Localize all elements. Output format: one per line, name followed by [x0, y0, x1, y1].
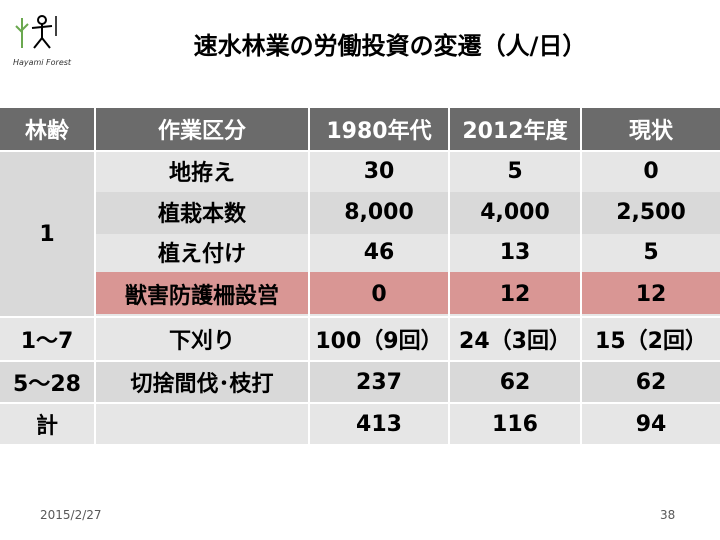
value-1980s: 100（9回）: [315, 329, 443, 354]
task-cell: 獣害防護柵設営: [124, 284, 279, 309]
table-header-band: [0, 108, 720, 150]
col-sep-2: [308, 108, 310, 444]
task-cell: 植え付け: [157, 242, 246, 267]
value-now: 94: [635, 411, 667, 437]
value-1980s: 30: [363, 158, 395, 184]
age-group-total: 計: [35, 414, 58, 439]
task-cell: 下刈り: [168, 329, 235, 354]
task-cell: 切捨間伐･枝打: [130, 372, 274, 397]
header-1980s: 1980年代: [326, 119, 432, 144]
row-sep-0: [0, 150, 720, 152]
value-2012: 116: [492, 411, 538, 437]
value-now: 0: [643, 158, 659, 184]
page-title: 速水林業の労働投資の変遷（人/日）: [193, 32, 587, 60]
col-sep-1: [94, 108, 96, 444]
value-2012: 13: [499, 239, 531, 265]
header-2012: 2012年度: [462, 119, 568, 144]
value-1980s: 46: [363, 239, 395, 265]
value-2012: 62: [499, 369, 531, 395]
age-1-merged-cell: [0, 150, 94, 316]
row-sep-1: [0, 316, 720, 318]
row-sep-2: [0, 360, 720, 362]
value-now: 12: [635, 281, 667, 307]
task-cell: [96, 404, 308, 444]
value-1980s: 8,000: [344, 199, 414, 225]
value-2012: 12: [499, 281, 531, 307]
col-sep-4: [580, 108, 582, 444]
header-age: 林齢: [24, 119, 69, 144]
task-cell: 地拵え: [168, 161, 235, 186]
value-2012: 5: [507, 158, 523, 184]
value-2012: 4,000: [480, 199, 550, 225]
row-band-2: [0, 192, 720, 234]
age-group-1-7: 1〜7: [20, 329, 74, 354]
value-now: 15（2回）: [595, 329, 707, 354]
age-group-5-28: 5〜28: [13, 372, 81, 397]
task-cell: 植栽本数: [157, 202, 246, 227]
labor-table: 林齢 作業区分 1980年代 2012年度 現状 1 1〜7 5〜28 計 地拵…: [0, 108, 720, 444]
header-now: 現状: [628, 119, 673, 144]
value-now: 62: [635, 369, 667, 395]
value-now: 5: [643, 239, 659, 265]
value-1980s: 237: [356, 369, 402, 395]
logo: Hayami Forest: [10, 8, 74, 72]
value-1980s: 413: [356, 411, 402, 437]
stick-figure-tree-logo-icon: [15, 15, 57, 49]
age-group-1: 1: [39, 221, 55, 247]
value-now: 2,500: [616, 199, 686, 225]
value-2012: 24（3回）: [459, 329, 571, 354]
footer-date: 2015/2/27: [40, 508, 102, 522]
logo-caption: Hayami Forest: [12, 58, 72, 67]
row-band-highlight: [0, 272, 720, 314]
value-1980s: 0: [371, 281, 387, 307]
col-sep-3: [448, 108, 450, 444]
row-sep-3: [0, 402, 720, 404]
row-band-6: [0, 360, 720, 402]
page-number: 38: [660, 508, 676, 522]
header-task: 作業区分: [157, 119, 246, 144]
